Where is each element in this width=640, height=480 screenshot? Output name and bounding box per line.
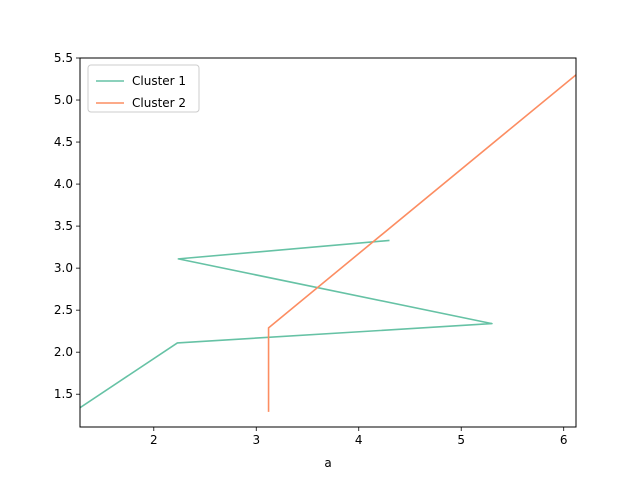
plot-frame [79, 57, 577, 428]
series-line-1 [80, 239, 493, 409]
y-tick-label: 3.0 [54, 261, 73, 275]
legend-box [87, 64, 200, 113]
legend-label-2: Cluster 2 [132, 96, 186, 110]
y-tick-label: 5.5 [54, 51, 73, 65]
x-tick-label: 3 [252, 433, 260, 447]
y-tick-label: 2.5 [54, 303, 73, 317]
y-tick-label: 1.5 [54, 387, 73, 401]
plot-lines [80, 74, 576, 412]
x-tick-label: 4 [355, 433, 363, 447]
x-tick-label: 5 [457, 433, 465, 447]
x-axis-label: a [324, 456, 331, 470]
x-tick-label: 2 [150, 433, 158, 447]
x-tick-label: 6 [560, 433, 568, 447]
y-tick-label: 4.0 [54, 177, 73, 191]
legend-label-1: Cluster 1 [132, 74, 186, 88]
legend: Cluster 1 Cluster 2 [87, 64, 200, 113]
y-axis: 1.5 2.0 2.5 3.0 3.5 4.0 4.5 5.0 5.5 [54, 51, 80, 401]
y-tick-label: 4.5 [54, 135, 73, 149]
series-line-2 [267, 74, 576, 412]
y-tick-label: 5.0 [54, 93, 73, 107]
y-tick-label: 3.5 [54, 219, 73, 233]
y-tick-label: 2.0 [54, 345, 73, 359]
x-axis: 2 3 4 5 6 [150, 427, 568, 447]
